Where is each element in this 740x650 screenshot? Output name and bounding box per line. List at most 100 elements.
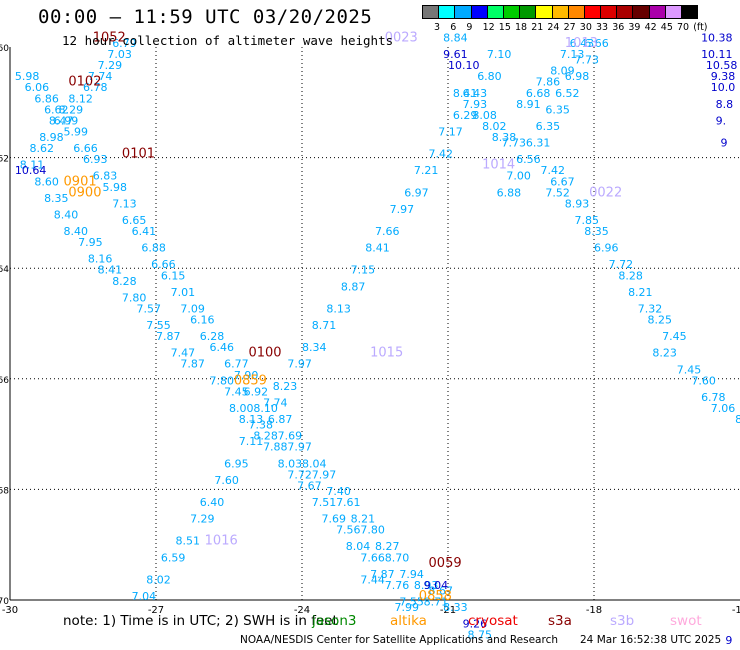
data-point: 7.66 bbox=[375, 225, 400, 238]
track-time-label: 0102 bbox=[68, 75, 101, 90]
data-point-high: 10.38 bbox=[701, 31, 733, 44]
data-point: 6.15 bbox=[161, 269, 186, 282]
data-point: 8.84 bbox=[443, 31, 468, 44]
data-point: 8.33 bbox=[443, 601, 468, 614]
track-time-label: 0901 bbox=[64, 174, 97, 189]
data-point: 8.3 bbox=[735, 413, 740, 426]
y-tick-label: -62 bbox=[0, 155, 9, 165]
data-point: 7.94 bbox=[399, 568, 424, 581]
data-point: 8.21 bbox=[628, 286, 653, 299]
data-point: 8.40 bbox=[64, 225, 89, 238]
data-point: 7.56 bbox=[336, 524, 361, 537]
data-point: 7.29 bbox=[190, 513, 215, 526]
data-point: 6.86 bbox=[34, 92, 59, 105]
data-point: 7.45 bbox=[224, 385, 249, 398]
data-point: 7.74 bbox=[88, 70, 113, 83]
data-point: 6.88 bbox=[141, 242, 166, 255]
data-point: 7.67 bbox=[297, 479, 322, 492]
color-scale-label: 18 bbox=[515, 22, 528, 33]
footer-note: note: 1) Time is in UTC; 2) SWH is in fe… bbox=[63, 613, 338, 629]
data-point: 8.75 bbox=[467, 629, 492, 642]
data-point: 7.97 bbox=[312, 468, 337, 481]
color-scale-swatch bbox=[648, 5, 666, 19]
data-point: 8.34 bbox=[302, 341, 327, 354]
data-point: 8.08 bbox=[472, 109, 497, 122]
color-scale-label: 15 bbox=[498, 22, 511, 33]
data-point: 7.86 bbox=[536, 76, 561, 89]
color-scale-label: (ft) bbox=[693, 22, 708, 33]
data-point: 7.47 bbox=[171, 347, 196, 360]
data-point: 6.62 bbox=[44, 103, 69, 116]
data-point: 6.93 bbox=[83, 153, 108, 166]
data-point: 6.88 bbox=[497, 186, 521, 199]
color-scale-swatch bbox=[567, 5, 585, 19]
data-point: 6.78 bbox=[701, 391, 726, 404]
x-tick-label: -18 bbox=[586, 605, 602, 616]
data-point: 8.40 bbox=[54, 208, 79, 221]
data-point: 6.52 bbox=[555, 87, 580, 100]
data-point: 8.27 bbox=[375, 540, 400, 553]
data-point: 8.21 bbox=[351, 513, 376, 526]
y-tick-label: -66 bbox=[0, 376, 9, 386]
x-tick-label: -30 bbox=[2, 605, 18, 616]
data-point: 8.12 bbox=[68, 92, 93, 105]
color-scale-swatch bbox=[519, 5, 537, 19]
data-point: 8.23 bbox=[652, 347, 677, 360]
color-scale-label: 24 bbox=[547, 22, 560, 33]
data-point: 6.92 bbox=[244, 385, 269, 398]
color-scale-swatch bbox=[470, 5, 488, 19]
data-point: 8.03 bbox=[278, 457, 303, 470]
data-point: 7.45 bbox=[677, 363, 702, 376]
track-time-label: 1015 bbox=[370, 346, 403, 361]
data-point: 7.04 bbox=[132, 590, 157, 603]
color-scale-swatch bbox=[632, 5, 650, 19]
chart-title: 00:00 – 11:59 UTC 03/20/2025 bbox=[38, 6, 373, 28]
data-point: 8.28 bbox=[112, 275, 137, 288]
data-point: 7.87 bbox=[370, 568, 395, 581]
track-time-label: 0100 bbox=[248, 346, 281, 361]
data-point: 7.90 bbox=[234, 369, 259, 382]
mission-jason3: jason3 bbox=[312, 613, 357, 629]
data-point-high: 9. bbox=[716, 114, 727, 127]
data-point: 8.10 bbox=[253, 402, 277, 415]
data-point: 6.46 bbox=[210, 341, 235, 354]
data-point: 7.29 bbox=[98, 59, 123, 72]
track-time-label: 0900 bbox=[68, 185, 101, 200]
data-point: 7.80 bbox=[122, 291, 147, 304]
mission-cryosat: cryosat bbox=[468, 613, 518, 629]
credit-text: NOAA/NESDIS Center for Satellite Applica… bbox=[240, 634, 558, 646]
data-point: 7.88 bbox=[263, 441, 288, 454]
data-point: 6.79 bbox=[112, 37, 137, 50]
data-point: 7.85 bbox=[575, 214, 600, 227]
data-point: 8.00 bbox=[229, 402, 254, 415]
track-time-label: 0022 bbox=[589, 185, 622, 200]
data-point-high: 9.61 bbox=[443, 48, 468, 61]
data-point: 5.98 bbox=[102, 181, 127, 194]
data-point: 6.98 bbox=[565, 70, 590, 83]
data-point: 7.76 bbox=[385, 579, 410, 592]
data-point: 7.40 bbox=[326, 485, 351, 498]
data-point: 6.31 bbox=[526, 137, 551, 150]
mission-altika: altika bbox=[390, 613, 427, 629]
track-time-label: 0059 bbox=[429, 556, 462, 571]
data-point: 7.52 bbox=[545, 186, 570, 199]
color-scale-swatch bbox=[664, 5, 682, 19]
data-point: 7.15 bbox=[351, 264, 376, 277]
data-point: 7.55 bbox=[399, 596, 424, 609]
data-point: 6.99 bbox=[54, 114, 79, 127]
data-point-high: 8.8 bbox=[716, 98, 734, 111]
data-point: 8.41 bbox=[365, 242, 390, 255]
data-point: 8.93 bbox=[414, 579, 439, 592]
data-point: 7.61 bbox=[336, 496, 361, 509]
data-point: 8.02 bbox=[482, 120, 507, 133]
data-point: 7.93 bbox=[463, 98, 488, 111]
data-point: 8.02 bbox=[146, 573, 171, 586]
data-point: 6.95 bbox=[224, 457, 249, 470]
data-point: 8.28 bbox=[253, 430, 277, 443]
x-tick-label: -27 bbox=[148, 605, 164, 616]
data-point: 6.66 bbox=[151, 258, 176, 271]
data-point: 7.87 bbox=[156, 330, 181, 343]
data-point: 6.65 bbox=[122, 214, 147, 227]
color-scale-swatch bbox=[551, 5, 569, 19]
data-point: 6.28 bbox=[200, 330, 225, 343]
